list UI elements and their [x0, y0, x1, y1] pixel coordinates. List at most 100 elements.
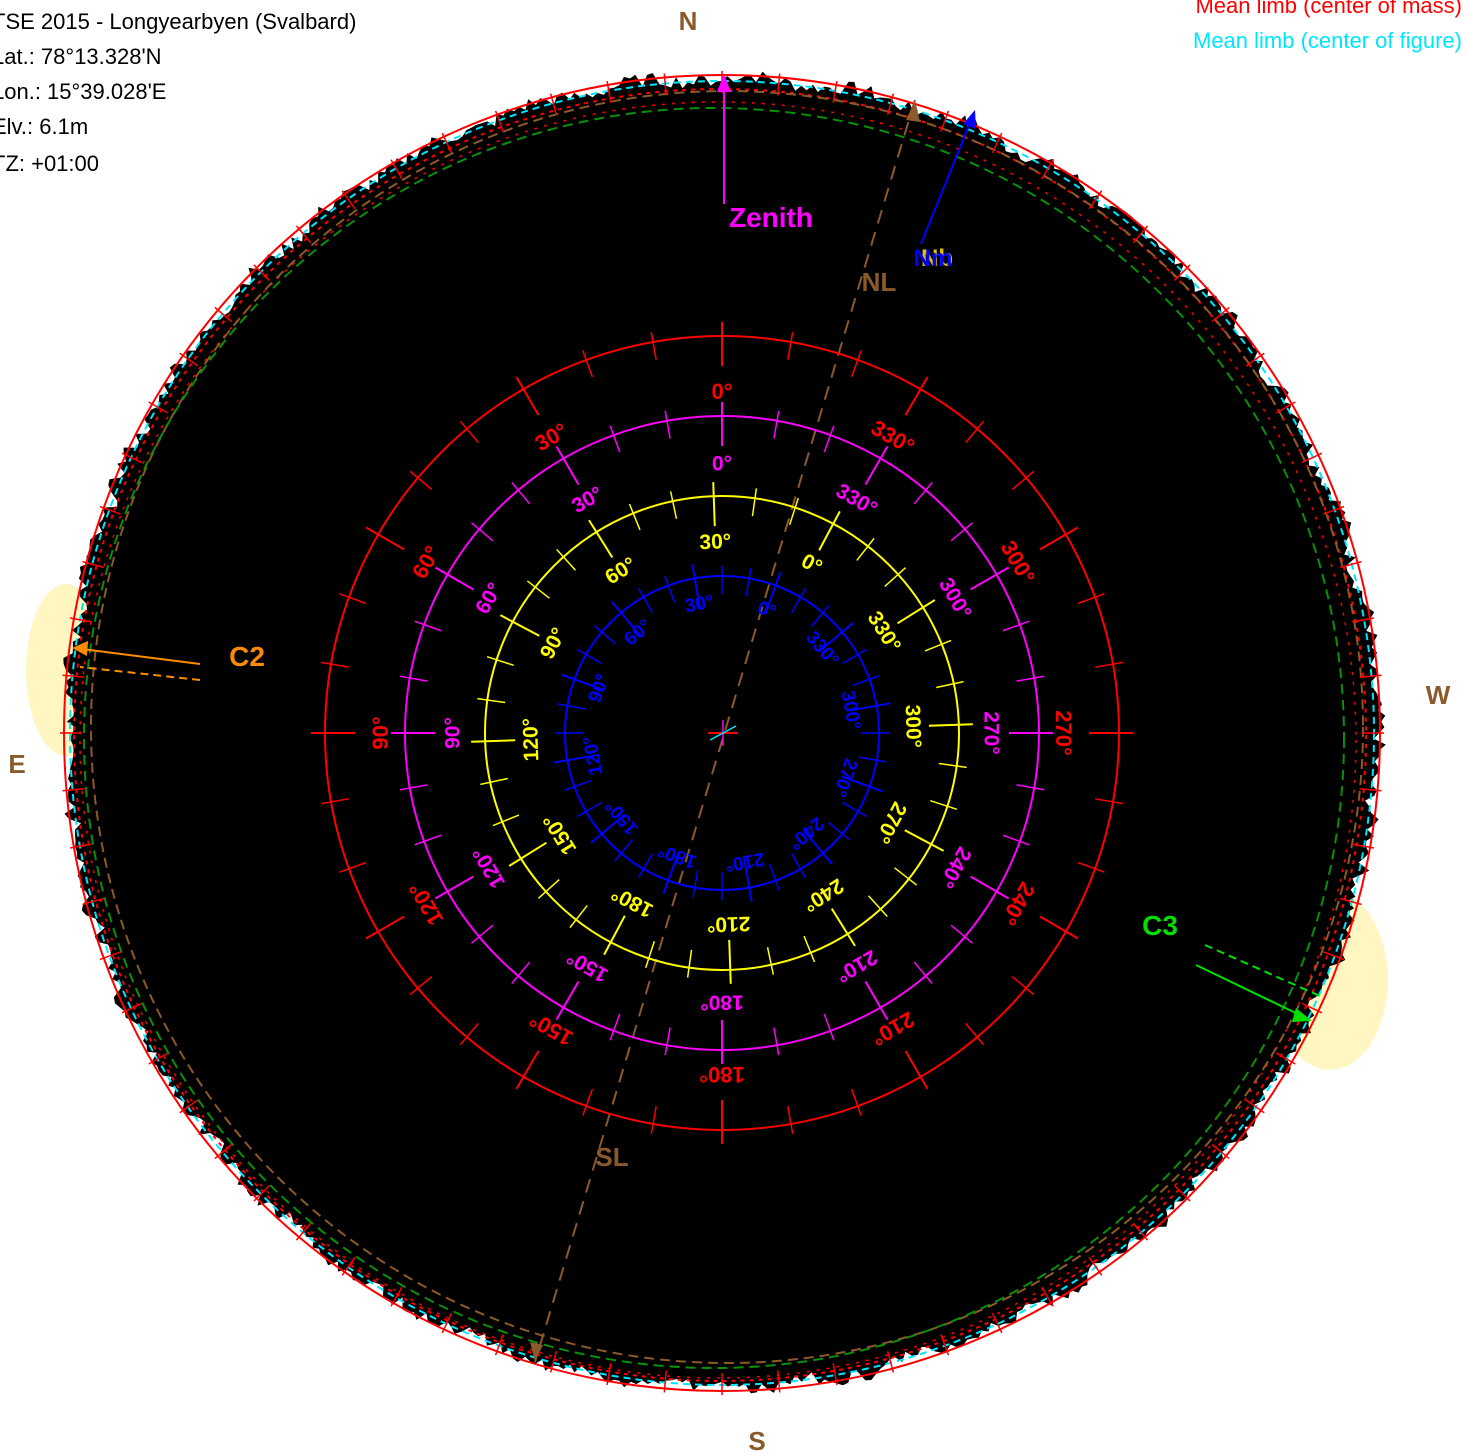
blue-ring-tick — [664, 575, 676, 603]
red-ring-tick — [850, 350, 862, 378]
rim-tick — [179, 1099, 199, 1114]
magenta-ring-tick — [970, 566, 1010, 591]
blue-ring-tick — [827, 821, 851, 841]
rim-tick — [341, 1256, 356, 1276]
red-ring-tick — [459, 1022, 479, 1046]
yellow-ring-label: 30° — [699, 530, 732, 554]
red-ring-tick — [409, 470, 433, 490]
limb-green-dashed — [83, 107, 1345, 1369]
magenta-ring-tick — [1002, 834, 1030, 846]
yellow-ring-label: 120° — [519, 718, 544, 762]
yellow-ring-tick — [904, 829, 945, 852]
red-ring-label: 90° — [368, 716, 393, 749]
rim-tick — [494, 1334, 504, 1356]
magenta-ring-tick — [511, 961, 531, 984]
c2-arrow-dashed — [79, 666, 201, 681]
red-ring-tick — [459, 420, 479, 444]
rim-tick — [441, 1312, 453, 1334]
nm-arrow-line — [920, 117, 973, 245]
red-ring-label: 270° — [1051, 710, 1076, 756]
nl-label: NL — [862, 267, 897, 297]
center-cross-d — [709, 725, 737, 741]
yellow-ring-tick — [508, 841, 547, 867]
rim-tick — [82, 560, 105, 569]
rim-tick — [1088, 1256, 1103, 1276]
yellow-ring-tick — [569, 905, 588, 929]
rim-tick — [390, 159, 403, 180]
magenta-ring-tick — [864, 445, 889, 485]
magenta-ring-tick — [609, 425, 621, 453]
blue-ring-tick — [614, 838, 634, 862]
magenta-ring-tick — [555, 445, 580, 485]
red-ring-tick — [582, 350, 594, 378]
yellow-ring-tick — [818, 510, 841, 551]
rim-tick — [1359, 788, 1382, 792]
rim-tick — [1359, 674, 1382, 678]
blue-ring-tick — [818, 622, 854, 653]
rim-tick — [1275, 401, 1296, 414]
rim-tick — [179, 352, 199, 367]
rim-tick — [940, 110, 950, 132]
rim-tick — [991, 1312, 1003, 1334]
magenta-ring-tick — [823, 425, 835, 453]
rim-tick — [832, 80, 838, 103]
yellow-ring-tick — [728, 939, 732, 984]
blue-ring-tick — [858, 756, 887, 763]
rim-tick — [1275, 1052, 1296, 1065]
blue-ring-tick — [840, 775, 884, 793]
yellow-ring-tick — [897, 599, 936, 625]
blue-ring-tick — [564, 779, 592, 791]
magenta-ring-label: 90° — [442, 717, 465, 749]
magenta-ring-tick — [434, 875, 474, 900]
rim-tick — [663, 73, 667, 96]
red-ring-tick — [1077, 861, 1105, 873]
magenta-ring-tick — [773, 410, 780, 439]
compass-south: S — [748, 1426, 765, 1455]
yellow-ring-tick — [938, 762, 967, 769]
red-ring-tick — [1095, 798, 1123, 805]
rim-tick — [549, 1350, 558, 1373]
magenta-ring-tick — [414, 620, 442, 632]
yellow-ring-tick — [537, 878, 560, 899]
magenta-ring-tick — [399, 675, 428, 682]
red-ring-label: 180° — [699, 1062, 745, 1087]
c3-arrowhead-solid — [1292, 1008, 1312, 1022]
yellow-ring-tick — [628, 503, 641, 531]
red-ring-tick — [1039, 526, 1079, 551]
yellow-ring-label: 210° — [707, 912, 751, 937]
rim-tick — [121, 1002, 143, 1014]
red-ring-tick — [650, 1106, 657, 1134]
yellow-ring-tick — [803, 935, 816, 963]
c3-arrow-solid — [1195, 964, 1303, 1017]
zenith-label: Zenith — [729, 202, 813, 233]
longitude-text: Lon.: 15°39.028'E — [0, 79, 166, 104]
blue-ring-tick — [802, 829, 833, 865]
magenta-ring-tick — [471, 924, 494, 944]
red-ring-tick — [409, 976, 433, 996]
rim-tick — [494, 110, 504, 132]
magenta-ring-tick — [609, 1013, 621, 1041]
yellow-ring-tick — [766, 947, 775, 975]
red-ring-tick — [965, 1022, 985, 1046]
blue-ring-tick — [576, 648, 602, 665]
yellow-ring-tick — [526, 580, 550, 599]
red-ring-tick — [582, 1088, 594, 1116]
elevation-text: Elv.: 6.1m — [0, 114, 88, 139]
red-ring-tick — [650, 332, 657, 360]
magenta-ring-label: 0° — [712, 453, 732, 476]
red-ring-tick — [1077, 593, 1105, 605]
blue-ring-tick — [576, 801, 602, 818]
magenta-ring-tick — [913, 482, 933, 505]
blue-ring-tick — [553, 754, 598, 764]
blue-ring-tick — [768, 863, 780, 891]
rim-tick — [69, 617, 92, 623]
blue-ring-tick — [637, 587, 654, 613]
rim-tick — [295, 225, 312, 244]
yellow-ring-tick — [924, 639, 952, 652]
magenta-ring-tick — [970, 875, 1010, 900]
c2-arrow-solid — [81, 648, 201, 665]
rim-tick — [1211, 1143, 1230, 1160]
c3-label: C3 — [1142, 910, 1178, 941]
red-ring-tick — [1095, 661, 1123, 668]
